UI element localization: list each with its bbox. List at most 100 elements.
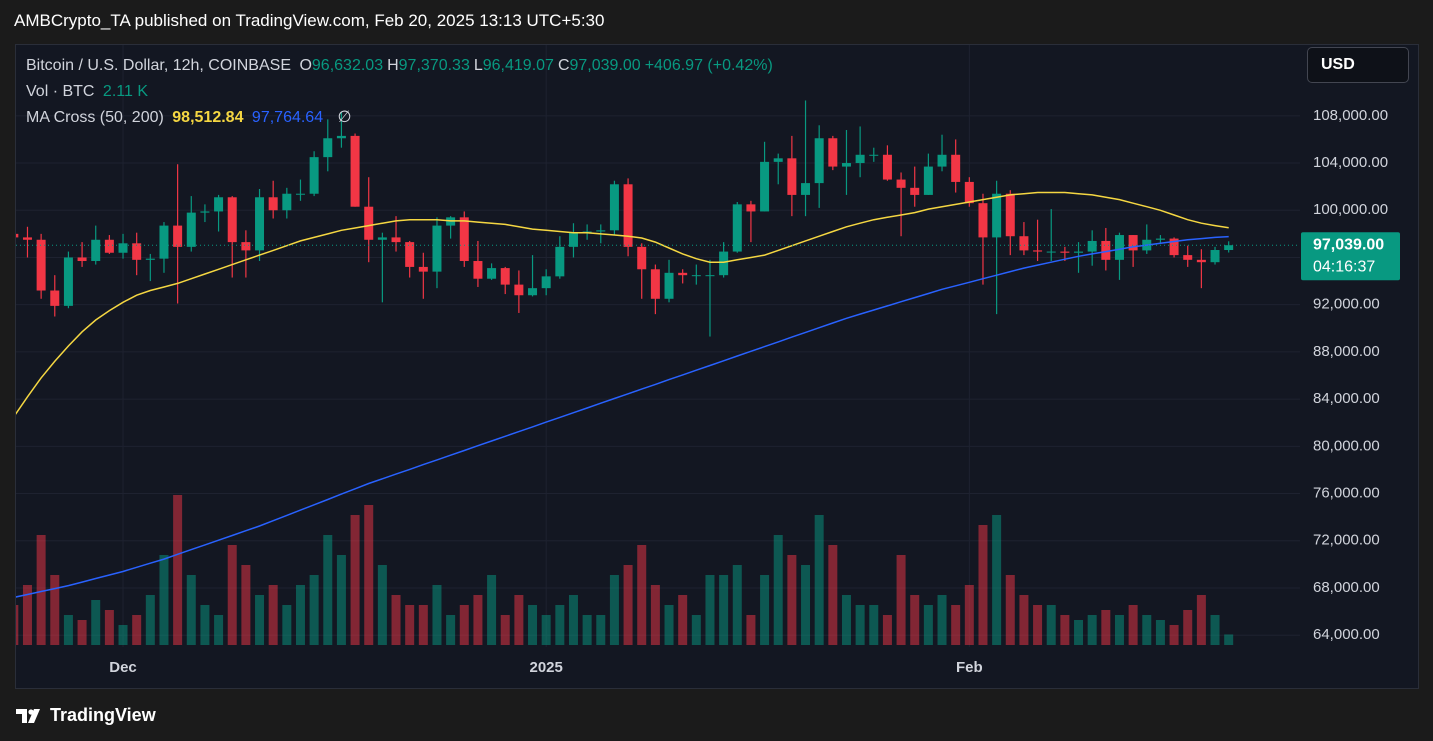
ma50-line [16, 191, 1229, 415]
candle-body [841, 163, 851, 167]
price-tag [1301, 232, 1400, 281]
candle-body [1196, 259, 1206, 263]
volume-bar [869, 605, 879, 645]
candle-body [295, 193, 305, 195]
candle-body [1114, 235, 1124, 260]
ohlc-label: L [473, 57, 483, 74]
candle-body [91, 239, 101, 262]
volume-bar [255, 595, 265, 645]
candle-body [910, 187, 920, 195]
volume-bar [227, 545, 237, 645]
candle-body [855, 154, 865, 164]
candle-body [964, 181, 974, 204]
volume-bar [896, 555, 906, 645]
ma-label: MA Cross (50, 200) [26, 109, 164, 126]
volume-bar [405, 605, 415, 645]
volume-bar [309, 575, 319, 645]
candle-body [664, 272, 674, 299]
volume-bar [568, 595, 578, 645]
volume-bar [623, 565, 633, 645]
ma-row: MA Cross (50, 200) 98,512.84 97,764.64 ∅ [26, 105, 777, 131]
volume-bar [200, 605, 210, 645]
candle-body [882, 154, 892, 180]
candle-body [391, 237, 401, 243]
volume-bar [473, 595, 483, 645]
candle-body [173, 225, 183, 247]
candle-body [1019, 236, 1029, 251]
ma200-line [16, 235, 1229, 598]
candle-body [405, 242, 415, 267]
volume-bar [1169, 625, 1179, 645]
volume-bar [1087, 615, 1097, 645]
candle-body [992, 193, 1002, 238]
volume-bar [214, 615, 224, 645]
volume-bar [1155, 620, 1165, 645]
axes: 64,000.00 68,000.00 72,000.00 76,000.00 80,0… [109, 107, 1400, 676]
candle-body [350, 135, 360, 207]
volume-bar [664, 605, 674, 645]
volume-bar [1005, 575, 1015, 645]
volume-bar [77, 620, 87, 645]
volume-bar [1114, 615, 1124, 645]
candle-body [746, 204, 756, 212]
volume-bar [1224, 634, 1234, 645]
candle-body [473, 261, 483, 279]
candle-body [500, 268, 510, 285]
ma50-value: 98,512.84 [172, 109, 244, 126]
volume-bar [582, 615, 592, 645]
candle-body [63, 257, 73, 306]
candle-body [541, 276, 551, 289]
volume-bar [323, 535, 333, 645]
volume-bar [241, 565, 251, 645]
candle-body [896, 179, 906, 188]
volume-bar [801, 565, 811, 645]
volume-bar [1033, 605, 1043, 645]
candle-body [418, 266, 428, 272]
candle-body [719, 251, 729, 276]
volume-bar [787, 555, 797, 645]
currency-button[interactable]: USD [1307, 47, 1409, 83]
candle-body [937, 154, 947, 167]
ohlc-label: O [299, 57, 312, 74]
candle-body [459, 217, 469, 262]
volume-value: 2.11 K [102, 83, 148, 100]
candle-body [364, 206, 374, 240]
ma200-value: 97,764.64 [251, 109, 324, 126]
candle-body [1169, 238, 1179, 256]
volume-bar [350, 515, 360, 645]
candle-body [214, 197, 224, 212]
y-tick-label: 108,000.00 [1313, 107, 1388, 124]
volume-bar [514, 595, 524, 645]
candle-body [568, 232, 578, 247]
candle-body [159, 225, 169, 259]
volume-bar [1019, 595, 1029, 645]
candle-body [487, 268, 497, 279]
candle-body [691, 275, 701, 277]
volume-bar [432, 585, 442, 645]
brand: TradingView [50, 705, 156, 725]
legend: Bitcoin / U.S. Dollar, 12h, COINBASE O96… [26, 53, 777, 131]
volume-bar [691, 615, 701, 645]
ma-hidden-icon[interactable]: ∅ [337, 109, 352, 126]
y-tick-label: 104,000.00 [1313, 154, 1388, 171]
volume-bar [1101, 610, 1111, 645]
volume-bar [1210, 615, 1220, 645]
volume-bar [377, 565, 387, 645]
volume-bar [814, 515, 824, 645]
ohlc-label: H [387, 57, 399, 74]
x-tick-label: 2025 [529, 659, 562, 676]
volume-bar [173, 495, 183, 645]
candle-body [609, 184, 619, 231]
volume-bar [555, 605, 565, 645]
volume-bar [282, 605, 292, 645]
volume-bar [1074, 620, 1084, 645]
candle-body [650, 269, 660, 299]
volume-bar [446, 615, 456, 645]
volume-bar [459, 605, 469, 645]
volume-bar [760, 575, 770, 645]
y-tick-label: 64,000.00 [1313, 626, 1380, 643]
volume-bar [22, 585, 32, 645]
volume-bar [923, 605, 933, 645]
candle-body [336, 135, 346, 139]
candle-body [705, 275, 715, 277]
